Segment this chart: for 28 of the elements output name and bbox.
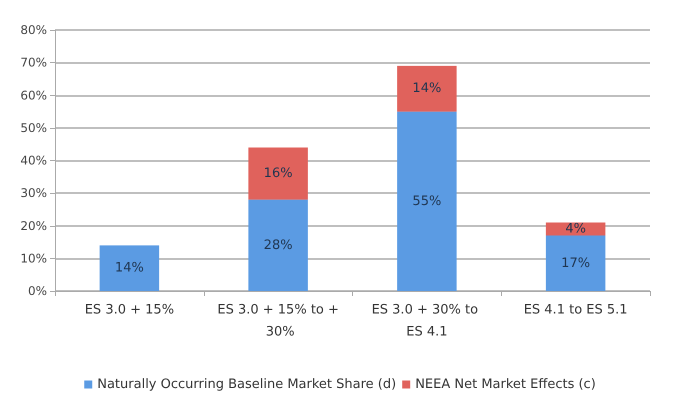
data-label: 14%: [412, 81, 442, 96]
y-tick-label: 50%: [20, 120, 47, 135]
data-label: 17%: [561, 256, 590, 271]
y-tick-label: 20%: [20, 218, 47, 233]
bar: [397, 112, 457, 291]
legend-label: Naturally Occurring Baseline Market Share (d): [97, 377, 396, 392]
x-tick-label: ES 3.0 + 30% to ES 4.1: [372, 302, 482, 340]
bar: [100, 245, 160, 291]
y-tick-label: 70%: [20, 56, 47, 70]
y-tick-label: 0%: [28, 284, 47, 298]
bar: [546, 236, 606, 291]
bar: [248, 147, 308, 200]
data-label: 16%: [264, 166, 293, 182]
x-tick-label: ES 3.0 + 15%: [84, 302, 174, 318]
y-tick-label: 30%: [20, 186, 47, 200]
x-tick-label: ES 4.1 to ES 5.1: [524, 302, 628, 318]
data-label: 28%: [264, 238, 293, 253]
y-tick-label: 40%: [20, 154, 47, 168]
data-label: 55%: [412, 194, 442, 209]
x-tick-label: ES 3.0 + 15% to + 30%: [217, 302, 339, 340]
y-tick-label: 10%: [20, 251, 47, 266]
y-tick-label: 80%: [20, 23, 47, 37]
bar: [397, 66, 457, 112]
data-label: 4%: [565, 222, 586, 237]
bar: [248, 200, 308, 291]
data-label: 14%: [114, 260, 144, 276]
legend-label: NEEA Net Market Effects (c): [415, 377, 596, 392]
y-tick-label: 60%: [20, 88, 47, 102]
